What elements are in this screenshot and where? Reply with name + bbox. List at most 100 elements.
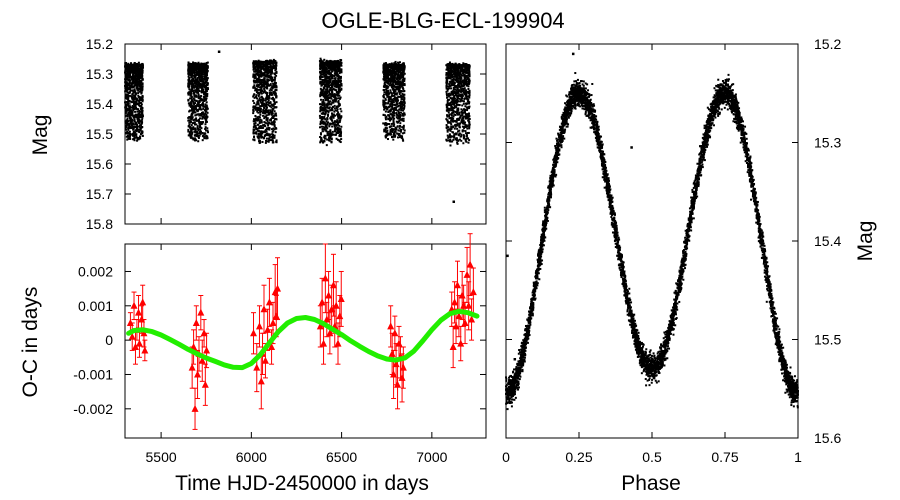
lightcurve-point	[337, 80, 340, 83]
lightcurve-point	[399, 116, 402, 119]
lightcurve-point	[132, 109, 135, 112]
lightcurve-point	[130, 82, 133, 85]
lightcurve-point	[271, 96, 274, 99]
lightcurve-point	[466, 125, 469, 128]
lightcurve-point	[396, 73, 399, 76]
lightcurve-point	[187, 65, 190, 68]
lightcurve-point	[392, 120, 395, 123]
lightcurve-point	[254, 122, 257, 125]
lightcurve-point	[255, 94, 258, 97]
lightcurve-point	[390, 72, 393, 75]
lightcurve-point	[464, 126, 467, 129]
lightcurve-point	[337, 65, 340, 68]
lightcurve-point	[468, 96, 471, 99]
lightcurve-point	[257, 74, 260, 77]
lightcurve-point	[321, 83, 324, 86]
lightcurve-point	[394, 71, 397, 74]
lightcurve-point	[200, 75, 203, 78]
lightcurve-point	[322, 88, 325, 91]
lightcurve-point	[335, 131, 338, 134]
lightcurve-point	[274, 68, 277, 71]
lightcurve-point	[255, 79, 258, 82]
lightcurve-point	[135, 100, 138, 103]
lightcurve-point	[399, 69, 402, 72]
lightcurve-point	[192, 107, 195, 110]
lightcurve-point	[333, 104, 336, 107]
lightcurve-point	[130, 110, 133, 113]
lightcurve-point	[334, 68, 337, 71]
lightcurve-point	[256, 70, 259, 73]
lightcurve-point	[328, 133, 331, 136]
lightcurve-point	[322, 65, 325, 68]
lightcurve-point	[254, 62, 257, 65]
lightcurve-point	[333, 123, 336, 126]
lightcurve-point	[456, 127, 459, 130]
lightcurve-point	[253, 102, 256, 105]
lightcurve-point	[275, 61, 278, 64]
lightcurve-point	[136, 138, 139, 141]
lightcurve-point	[455, 79, 458, 82]
lightcurve-point	[328, 75, 331, 78]
lightcurve-point	[201, 99, 204, 102]
lightcurve-point	[334, 109, 337, 112]
lightcurve-point	[321, 106, 324, 109]
lightcurve-point	[320, 92, 323, 95]
lightcurve-point	[383, 81, 386, 84]
lightcurve-point	[335, 89, 338, 92]
lightcurve-point	[255, 103, 258, 106]
lightcurve-point	[188, 123, 191, 126]
lightcurve-point	[139, 124, 142, 127]
lightcurve-point	[322, 83, 325, 86]
lightcurve-point	[340, 138, 343, 141]
lightcurve-point	[384, 123, 387, 126]
lightcurve-point	[257, 80, 260, 83]
lightcurve-point	[326, 131, 329, 134]
lightcurve-point	[264, 74, 267, 77]
lightcurve-point	[203, 117, 206, 120]
lightcurve-point	[323, 109, 326, 112]
lightcurve-point	[140, 92, 143, 95]
lightcurve-point	[130, 100, 133, 103]
lightcurve-point	[324, 78, 326, 81]
lightcurve-point	[384, 126, 387, 129]
lightcurve-point	[206, 66, 209, 69]
lightcurve-point	[446, 85, 449, 88]
lightcurve-point	[129, 62, 132, 65]
lightcurve-point	[333, 93, 336, 96]
lightcurve-point	[322, 103, 325, 106]
lightcurve-point	[452, 86, 455, 89]
lightcurve-point	[263, 60, 266, 63]
lightcurve-point	[272, 61, 275, 64]
lightcurve-point	[194, 80, 197, 83]
lightcurve-point	[321, 70, 324, 73]
lightcurve-point	[391, 83, 394, 86]
lightcurve-point	[332, 133, 335, 136]
lightcurve-point	[257, 111, 260, 114]
lightcurve-point	[392, 99, 395, 102]
lightcurve-point	[141, 66, 144, 69]
lightcurve-point	[139, 110, 142, 113]
lightcurve-point	[141, 72, 144, 75]
lightcurve-point	[191, 117, 194, 120]
lightcurve-point	[141, 74, 144, 77]
lightcurve-point	[401, 117, 404, 120]
lightcurve-points	[124, 50, 471, 203]
lightcurve-point	[262, 64, 265, 67]
lightcurve-point	[396, 121, 399, 124]
lightcurve-point	[269, 136, 272, 139]
lightcurve-point	[453, 119, 456, 122]
lightcurve-point	[325, 109, 328, 112]
lightcurve-point	[331, 83, 334, 86]
lightcurve-point	[460, 77, 463, 80]
lightcurve-point	[326, 138, 329, 141]
lightcurve-point	[265, 71, 268, 74]
lightcurve-point	[199, 98, 202, 101]
lightcurve-point	[402, 104, 405, 107]
lightcurve-point	[139, 107, 142, 110]
lightcurve-point	[199, 96, 202, 99]
lightcurve-point	[266, 95, 269, 98]
lightcurve-point	[263, 130, 266, 133]
lightcurve-point	[204, 72, 207, 75]
lightcurve-point	[257, 103, 260, 106]
lightcurve-point	[395, 106, 398, 109]
